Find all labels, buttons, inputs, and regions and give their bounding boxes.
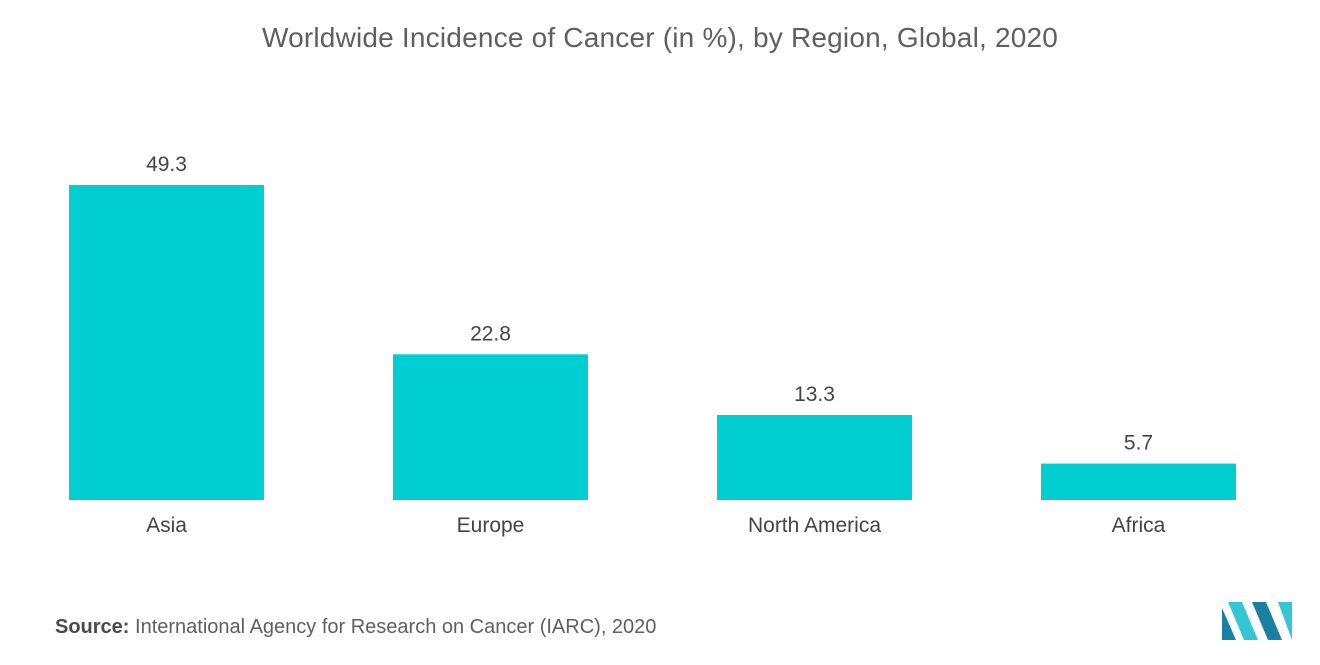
bar-africa — [1041, 463, 1236, 500]
bars-group: 49.3 Asia 22.8 Europe 13.3 North America 5.7 Af… — [69, 153, 1236, 537]
source-text: International Agency for Research on Can… — [135, 616, 657, 638]
bar-value-label: 13.3 — [794, 383, 835, 406]
bar-value-label: 49.3 — [146, 153, 187, 176]
bar-north-america — [717, 415, 912, 500]
bar-value-label: 5.7 — [1124, 432, 1153, 455]
category-label: Africa — [1112, 514, 1166, 537]
source-note: Source: International Agency for Researc… — [55, 616, 656, 639]
category-label: North America — [748, 514, 881, 537]
chart-title: Worldwide Incidence of Cancer (in %), by… — [261, 22, 1059, 53]
mordor-intelligence-logo-icon — [1222, 602, 1292, 640]
source-label: Source: — [55, 616, 130, 638]
category-label: Europe — [457, 514, 525, 537]
bar-chart: 49.3 Asia 22.8 Europe 13.3 North America 5.7 Af… — [69, 153, 1236, 537]
bar-asia — [69, 185, 264, 500]
bar-value-label: 22.8 — [470, 322, 511, 345]
category-label: Asia — [146, 514, 187, 537]
bar-europe — [393, 354, 588, 500]
